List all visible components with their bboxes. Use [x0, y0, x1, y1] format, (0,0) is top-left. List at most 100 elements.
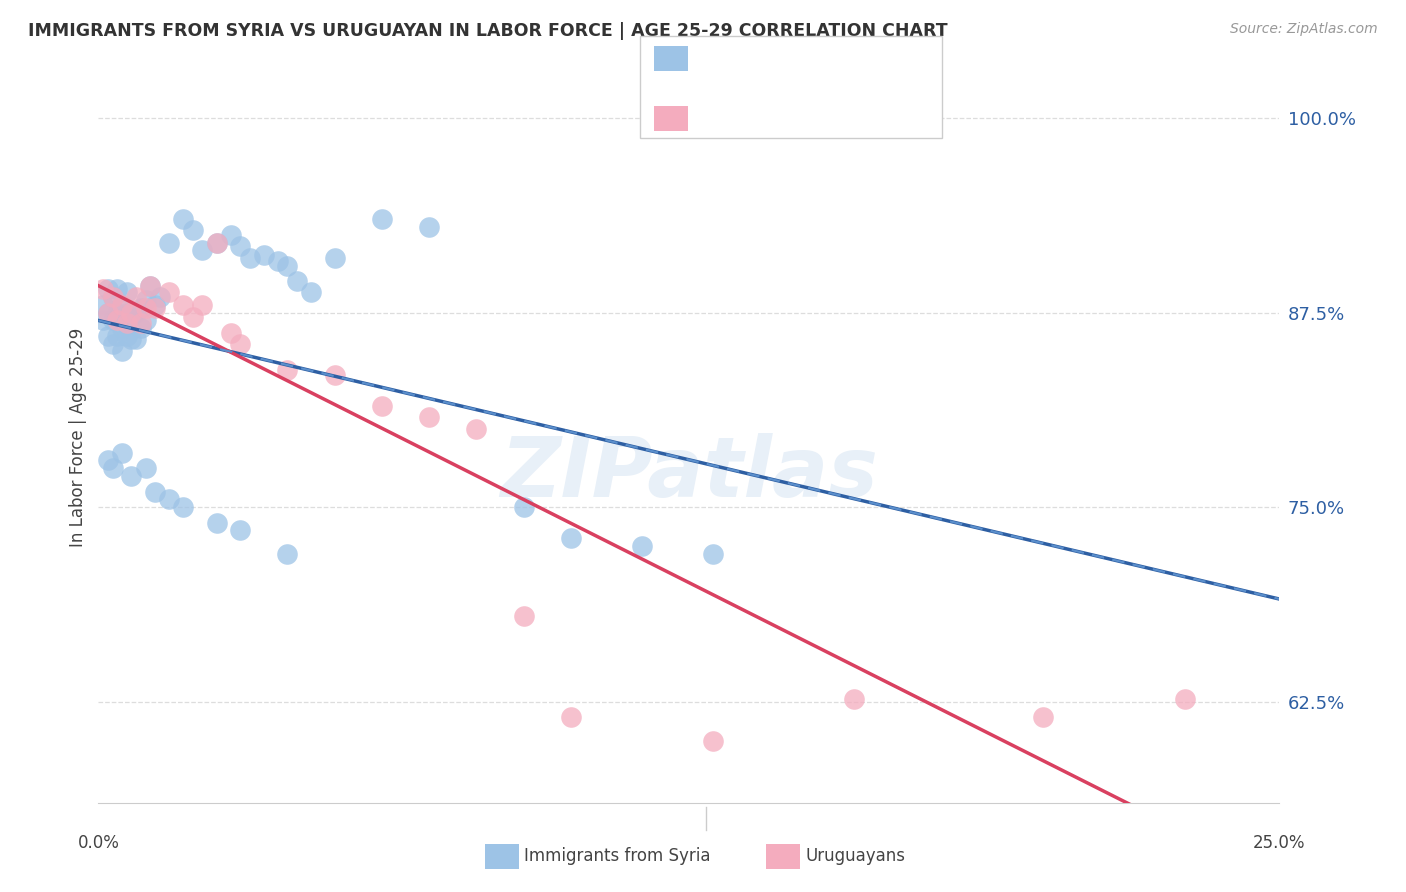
Point — [105, 305, 128, 319]
Point — [1032, 710, 1054, 724]
Point — [97, 305, 120, 319]
Point — [97, 282, 120, 296]
Point — [111, 344, 134, 359]
Text: Source: ZipAtlas.com: Source: ZipAtlas.com — [1230, 22, 1378, 37]
Point — [149, 290, 172, 304]
Text: R =: R = — [696, 50, 735, 68]
Text: Uruguayans: Uruguayans — [806, 847, 905, 865]
Point — [115, 329, 138, 343]
Point — [139, 279, 162, 293]
Point — [299, 285, 322, 300]
Point — [143, 301, 166, 315]
Point — [129, 321, 152, 335]
Point — [129, 301, 152, 315]
Point — [105, 313, 128, 327]
Point — [97, 305, 120, 319]
Point — [191, 244, 214, 258]
Point — [205, 235, 228, 250]
Point — [129, 317, 152, 331]
Point — [143, 484, 166, 499]
Point — [205, 235, 228, 250]
Point — [560, 531, 582, 545]
Point — [101, 290, 124, 304]
Point — [229, 336, 252, 351]
Point — [101, 290, 124, 304]
Point — [121, 469, 143, 483]
Point — [172, 298, 194, 312]
Point — [115, 317, 138, 331]
Point — [101, 461, 124, 475]
Point — [181, 310, 204, 325]
Point — [135, 301, 157, 315]
Y-axis label: In Labor Force | Age 25-29: In Labor Force | Age 25-29 — [69, 327, 87, 547]
Text: ZIPatlas: ZIPatlas — [501, 434, 877, 514]
Point — [91, 313, 114, 327]
Point — [172, 212, 194, 227]
Point — [157, 492, 180, 507]
Point — [276, 363, 298, 377]
Text: 0.0%: 0.0% — [77, 834, 120, 852]
Text: 0.148: 0.148 — [735, 50, 793, 68]
Point — [512, 500, 534, 515]
Text: 25.0%: 25.0% — [1253, 834, 1306, 852]
Text: Immigrants from Syria: Immigrants from Syria — [524, 847, 711, 865]
Point — [253, 248, 276, 262]
Point — [267, 254, 290, 268]
Text: -0.306: -0.306 — [735, 110, 800, 128]
Point — [844, 691, 866, 706]
Point — [418, 219, 440, 234]
Point — [1174, 691, 1197, 706]
Point — [702, 733, 724, 747]
Text: N =: N = — [797, 50, 837, 68]
Point — [205, 516, 228, 530]
Point — [135, 461, 157, 475]
Point — [371, 399, 394, 413]
Point — [276, 547, 298, 561]
Point — [239, 251, 262, 265]
Point — [139, 279, 162, 293]
Text: 30: 30 — [834, 110, 859, 128]
Point — [101, 313, 124, 327]
Point — [91, 282, 114, 296]
Point — [172, 500, 194, 515]
Point — [229, 238, 252, 252]
Point — [219, 326, 242, 340]
Point — [560, 710, 582, 724]
Point — [121, 305, 143, 319]
Point — [157, 285, 180, 300]
Point — [111, 321, 134, 335]
Text: N =: N = — [797, 110, 837, 128]
Point — [115, 285, 138, 300]
Point — [97, 453, 120, 467]
Point — [111, 298, 134, 312]
Point — [219, 227, 242, 242]
Point — [512, 609, 534, 624]
Point — [105, 329, 128, 343]
Point — [111, 445, 134, 459]
Point — [121, 310, 143, 325]
Point — [157, 235, 180, 250]
Point — [135, 293, 157, 307]
Point — [630, 539, 652, 553]
Point — [323, 368, 346, 382]
Point — [135, 313, 157, 327]
Point — [115, 305, 138, 319]
Point — [702, 547, 724, 561]
Point — [91, 298, 114, 312]
Point — [181, 223, 204, 237]
Point — [371, 212, 394, 227]
Point — [229, 524, 252, 538]
Point — [191, 298, 214, 312]
Point — [111, 298, 134, 312]
Point — [125, 305, 148, 319]
Point — [323, 251, 346, 265]
Point — [101, 336, 124, 351]
Point — [121, 332, 143, 346]
Text: IMMIGRANTS FROM SYRIA VS URUGUAYAN IN LABOR FORCE | AGE 25-29 CORRELATION CHART: IMMIGRANTS FROM SYRIA VS URUGUAYAN IN LA… — [28, 22, 948, 40]
Point — [125, 290, 148, 304]
Point — [285, 275, 308, 289]
Point — [418, 409, 440, 424]
Point — [125, 332, 148, 346]
Point — [465, 422, 488, 436]
Point — [105, 282, 128, 296]
